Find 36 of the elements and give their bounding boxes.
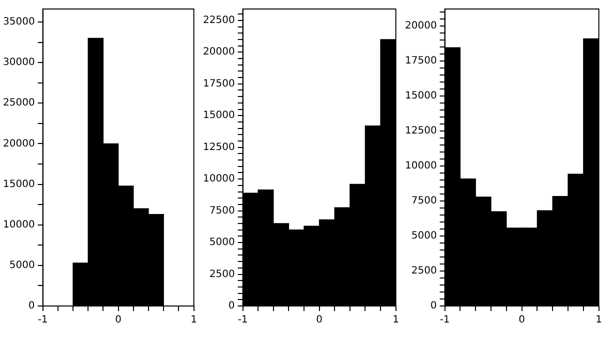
x-tick-label: 1 — [596, 314, 602, 326]
y-tick-label: 30000 — [3, 57, 35, 68]
x-tick-label: 0 — [115, 314, 122, 326]
y-tick-label: 5000 — [411, 230, 437, 242]
y-tick-label: 5000 — [209, 237, 235, 248]
y-tick-label: 17500 — [405, 55, 437, 66]
y-tick-label: 22500 — [203, 15, 235, 26]
x-tick-label: 0 — [518, 314, 526, 326]
y-tick-label: 10000 — [203, 174, 235, 185]
x-tick-label: 1 — [190, 314, 198, 326]
y-tick-label: 15000 — [405, 90, 437, 102]
y-tick-label: 20000 — [203, 46, 235, 58]
x-tick-label: 1 — [392, 314, 400, 326]
y-tick-label: 2500 — [411, 266, 437, 277]
y-tick-label: 0 — [228, 300, 235, 312]
y-tick-label: 0 — [430, 300, 437, 312]
y-tick-label: 5000 — [9, 260, 35, 272]
y-tick-label: 25000 — [3, 98, 35, 109]
x-tick-label: -1 — [440, 314, 450, 326]
y-tick-label: 2500 — [209, 268, 235, 280]
y-tick-label: 15000 — [3, 178, 35, 190]
y-tick-label: 7500 — [209, 205, 235, 216]
y-tick-label: 12500 — [405, 125, 437, 136]
y-tick-label: 17500 — [203, 78, 235, 90]
x-tick-label: 0 — [316, 314, 323, 326]
x-tick-label: -1 — [238, 314, 248, 326]
y-tick-label: 20000 — [405, 20, 437, 32]
y-tick-label: 7500 — [411, 196, 437, 207]
y-tick-label: 35000 — [3, 16, 35, 28]
y-tick-label: 12500 — [203, 142, 235, 153]
x-tick-label: -1 — [38, 314, 48, 326]
y-tick-label: 20000 — [3, 138, 35, 150]
y-tick-label: 15000 — [203, 110, 235, 122]
y-tick-label: 0 — [28, 300, 35, 312]
y-tick-label: 10000 — [405, 160, 437, 172]
y-tick-label: 10000 — [3, 219, 35, 230]
